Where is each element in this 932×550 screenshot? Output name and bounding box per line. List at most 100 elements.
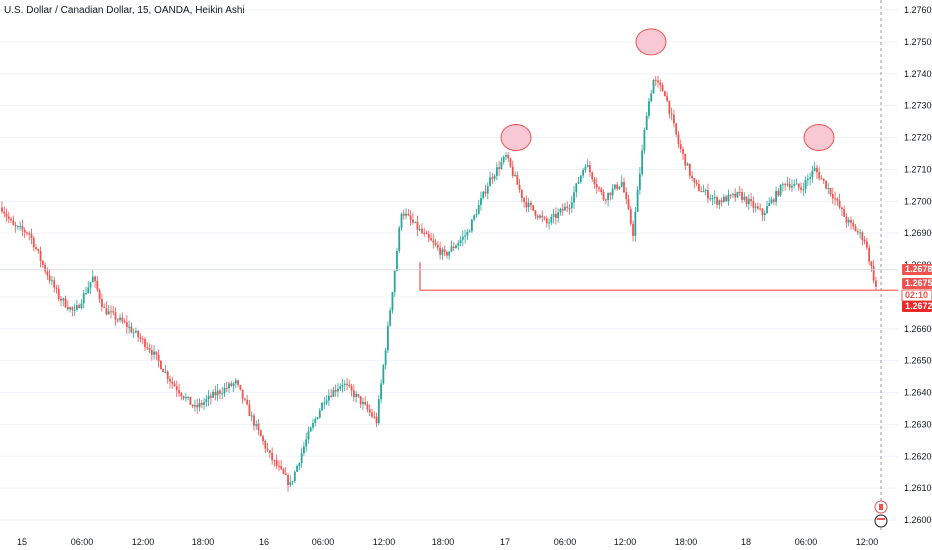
- candle-body: [820, 178, 823, 180]
- price-tick-label: 1.27600: [904, 5, 932, 15]
- candle-body: [457, 243, 460, 246]
- candle-body: [543, 217, 546, 219]
- candle-body: [752, 201, 755, 208]
- candle-body: [523, 197, 525, 202]
- candle-body: [770, 199, 773, 204]
- candle-body: [10, 218, 12, 221]
- candle-body: [618, 186, 621, 189]
- candle-body: [107, 311, 110, 315]
- candle-body: [309, 427, 312, 432]
- candle-body: [516, 174, 519, 185]
- candle-body: [518, 184, 521, 190]
- candle-body: [7, 216, 10, 219]
- candle-body: [5, 213, 8, 217]
- candles: [1, 75, 877, 492]
- candle-body: [85, 292, 87, 294]
- candle-body: [280, 466, 283, 469]
- candle-body: [26, 232, 28, 234]
- candle-body: [73, 309, 76, 311]
- candle-body: [779, 184, 782, 196]
- candle-body: [448, 251, 451, 256]
- candle-body: [141, 338, 144, 340]
- candle-body: [12, 220, 15, 226]
- price-badge: [902, 278, 932, 289]
- candle-body: [493, 175, 496, 179]
- time-tick-label: 12:00: [373, 537, 396, 547]
- candle-body: [455, 245, 457, 249]
- price-badge-label: 1.26756: [905, 278, 932, 288]
- candle-body: [352, 390, 355, 398]
- candle-body: [432, 240, 435, 243]
- candle-body: [804, 179, 807, 190]
- canada-flag-icon[interactable]: [874, 500, 888, 528]
- candle-body: [875, 280, 877, 287]
- time-axis[interactable]: 15 06:00 12:00 18:00 16 06:00 12:00 18:00 17 06:0…: [17, 537, 878, 547]
- candle-body: [207, 395, 210, 400]
- candle-body: [255, 423, 258, 426]
- candle-body: [609, 192, 612, 196]
- candle-body: [78, 305, 81, 308]
- candle-body: [400, 213, 403, 228]
- candle-body: [398, 227, 401, 251]
- candle-body: [450, 246, 453, 252]
- candle-body: [64, 298, 67, 308]
- candle-body: [475, 214, 478, 216]
- time-tick-label: 06:00: [795, 537, 818, 547]
- candle-body: [806, 178, 809, 180]
- right-shoulder-marker: [803, 124, 835, 151]
- price-tick-label: 1.26400: [904, 388, 932, 398]
- candle-body: [868, 247, 871, 262]
- time-tick-label: 06:00: [554, 537, 577, 547]
- candle-body: [536, 215, 539, 218]
- candle-body: [430, 237, 432, 241]
- candle-body: [289, 481, 292, 486]
- candle-body: [505, 155, 507, 157]
- candle-body: [234, 380, 237, 384]
- candle-body: [702, 191, 705, 193]
- candle-body: [530, 202, 532, 206]
- candle-body: [407, 213, 410, 216]
- candle-body: [418, 228, 421, 230]
- candle-body: [865, 241, 868, 248]
- candle-body: [486, 186, 489, 194]
- candle-body: [754, 206, 757, 208]
- price-badge-label: 02:10: [905, 290, 928, 300]
- candle-body: [259, 430, 262, 437]
- candle-body: [189, 396, 192, 405]
- candle-body: [366, 404, 369, 410]
- candle-body: [303, 446, 305, 454]
- candle-body: [135, 330, 137, 333]
- candle-body: [732, 193, 734, 195]
- candle-body: [500, 162, 503, 169]
- candle-body: [541, 215, 544, 218]
- candle-body: [736, 191, 739, 198]
- candle-body: [30, 233, 33, 238]
- candle-body: [552, 214, 555, 217]
- candle-body: [368, 409, 371, 413]
- candle-body: [318, 410, 321, 418]
- candle-body: [595, 184, 598, 188]
- candle-body: [470, 219, 473, 232]
- candle-body: [827, 187, 830, 189]
- candle-body: [577, 181, 580, 184]
- candle-body: [237, 380, 239, 385]
- candle-body: [291, 480, 294, 482]
- candle-body: [312, 422, 314, 428]
- candle-body: [16, 226, 19, 228]
- candle-body: [196, 405, 199, 408]
- candle-body: [663, 91, 666, 97]
- candle-body: [423, 232, 426, 234]
- candle-body: [816, 167, 818, 173]
- candle-body: [532, 205, 535, 211]
- candle-body: [650, 93, 653, 102]
- candle-body: [387, 325, 389, 351]
- candle-body: [382, 365, 385, 384]
- candle-body: [641, 150, 644, 174]
- candle-body: [321, 402, 323, 411]
- candle-body: [364, 401, 367, 405]
- candle-body: [62, 298, 65, 301]
- candle-body: [348, 384, 351, 387]
- candle-body: [559, 208, 562, 213]
- candle-body: [484, 191, 487, 194]
